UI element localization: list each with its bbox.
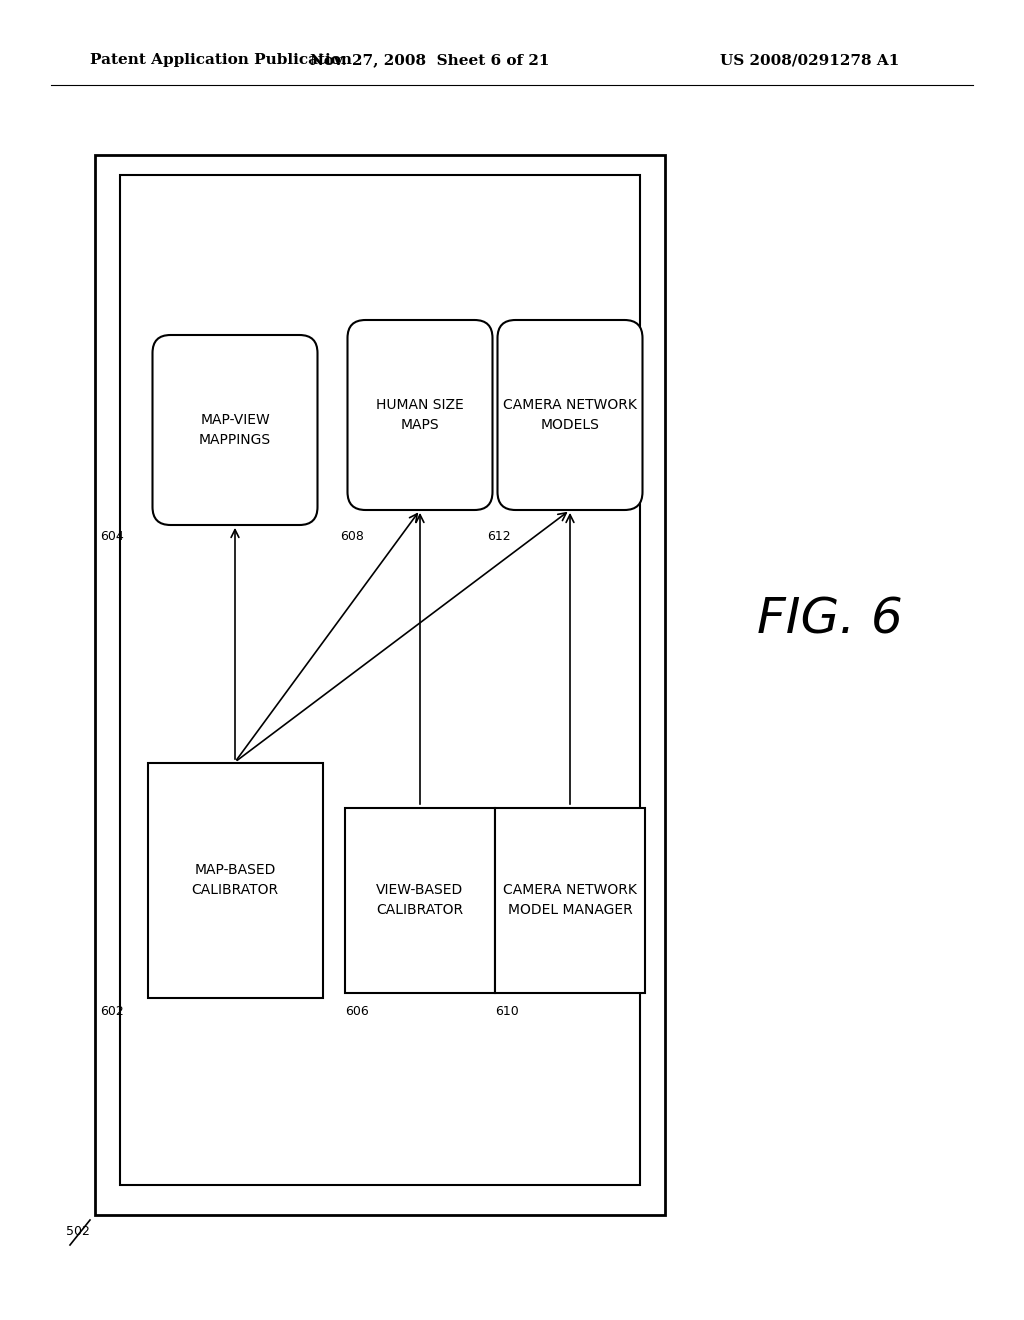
Text: Patent Application Publication: Patent Application Publication	[90, 53, 352, 67]
Text: 502: 502	[67, 1225, 90, 1238]
Text: 604: 604	[100, 531, 124, 543]
Bar	[120, 176, 640, 1185]
Bar	[95, 154, 665, 1214]
FancyBboxPatch shape	[498, 319, 642, 510]
Text: CAMERA NETWORK
MODEL MANAGER: CAMERA NETWORK MODEL MANAGER	[503, 883, 637, 917]
Text: 608: 608	[340, 531, 364, 543]
Text: VIEW-BASED
CALIBRATOR: VIEW-BASED CALIBRATOR	[377, 883, 464, 917]
FancyBboxPatch shape	[153, 335, 317, 525]
Text: 606: 606	[345, 1005, 369, 1018]
Text: HUMAN SIZE
MAPS: HUMAN SIZE MAPS	[376, 399, 464, 432]
Bar	[495, 808, 645, 993]
FancyBboxPatch shape	[347, 319, 493, 510]
Bar	[147, 763, 323, 998]
Text: US 2008/0291278 A1: US 2008/0291278 A1	[720, 53, 900, 67]
Text: 612: 612	[487, 531, 511, 543]
Text: CAMERA NETWORK
MODELS: CAMERA NETWORK MODELS	[503, 399, 637, 432]
Text: 602: 602	[100, 1005, 124, 1018]
Text: 610: 610	[495, 1005, 519, 1018]
Text: MAP-VIEW
MAPPINGS: MAP-VIEW MAPPINGS	[199, 413, 271, 446]
Text: FIG. 6: FIG. 6	[757, 597, 903, 644]
Text: Nov. 27, 2008  Sheet 6 of 21: Nov. 27, 2008 Sheet 6 of 21	[310, 53, 550, 67]
Text: MAP-BASED
CALIBRATOR: MAP-BASED CALIBRATOR	[191, 863, 279, 896]
Bar	[345, 808, 495, 993]
